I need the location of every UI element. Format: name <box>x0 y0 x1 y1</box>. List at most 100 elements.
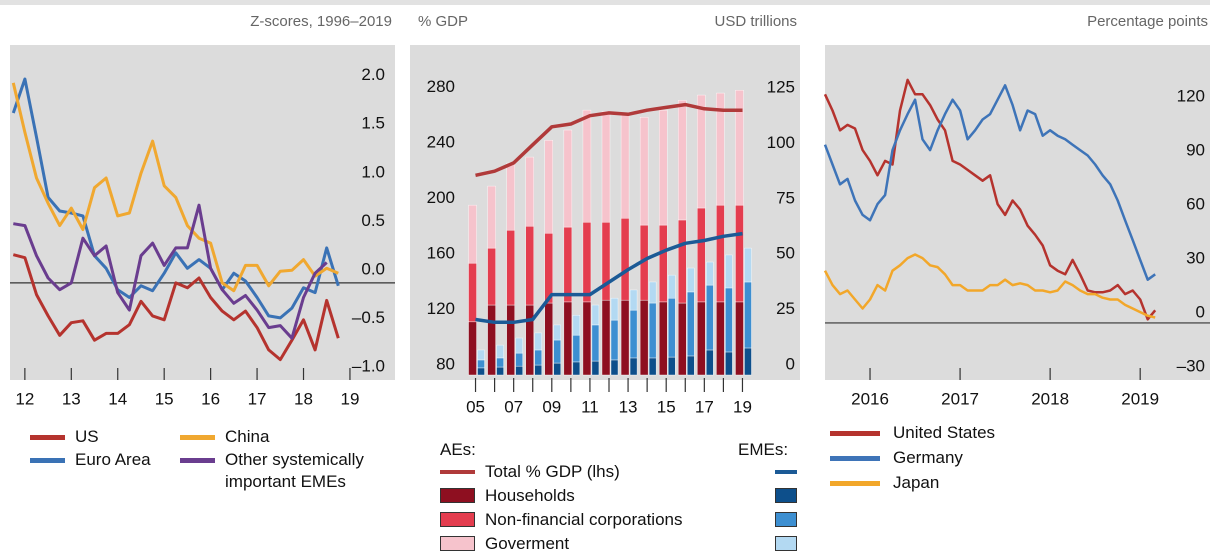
y-tick-label: 90 <box>1186 140 1205 159</box>
x-tick-label: 15 <box>155 389 174 408</box>
bar-segment <box>582 109 592 223</box>
bar-segment <box>544 302 553 376</box>
x-tick-label: 2016 <box>851 389 889 408</box>
series-line <box>12 253 340 362</box>
legend-swatch <box>775 488 797 503</box>
axis-label: % GDP <box>418 13 468 30</box>
bar-segment <box>687 355 695 376</box>
x-tick-label: 11 <box>581 397 599 416</box>
bar-segment <box>648 357 657 376</box>
bar-segment <box>697 94 706 209</box>
bar-segment <box>678 302 687 376</box>
x-tick-label: 19 <box>733 397 752 416</box>
bar-segment <box>610 319 619 361</box>
bar-segment <box>687 291 695 357</box>
bar-segment <box>648 281 657 304</box>
x-tick-label: 13 <box>62 389 81 408</box>
bar-segment <box>468 321 477 376</box>
x-tick-label: 15 <box>657 397 676 416</box>
series-line <box>823 84 1156 281</box>
series-line <box>475 102 743 178</box>
bar-segment <box>477 367 485 376</box>
bar-segment <box>515 337 523 354</box>
x-tick-label: 19 <box>340 389 359 408</box>
bar-segment <box>735 301 744 376</box>
legend-label: Total % GDP (lhs) <box>485 462 620 481</box>
x-tick-label: 07 <box>504 397 523 416</box>
bar-segment <box>744 247 752 283</box>
bar-segment <box>487 185 496 249</box>
legend-label: Germany <box>893 448 963 467</box>
y-tick-label: 80 <box>436 354 455 373</box>
bar-segment <box>735 204 744 303</box>
legend-swatch <box>30 457 65 463</box>
bar-segment <box>610 359 619 376</box>
legend-label: Japan <box>893 473 940 492</box>
y-tick-label: –0.5 <box>352 308 385 327</box>
legend-label: China <box>225 427 270 446</box>
bar-segment <box>744 281 752 349</box>
bar-segment <box>582 301 592 376</box>
x-tick-label: 16 <box>201 389 220 408</box>
y-tick-label: 75 <box>776 188 795 207</box>
legend-swatch <box>440 512 475 527</box>
bar-segment <box>659 109 668 226</box>
bar-segment <box>659 301 668 376</box>
y-tick-label: –1.0 <box>352 356 385 375</box>
bar-segment <box>515 352 523 367</box>
x-tick-label: 18 <box>294 389 313 408</box>
bar-segment <box>706 349 714 376</box>
legend-swatch <box>440 470 475 474</box>
x-tick-label: 17 <box>248 389 267 408</box>
legend-swatch <box>775 512 797 527</box>
legend-swatch <box>775 470 797 474</box>
bar-segment <box>716 301 725 376</box>
bar-segment <box>591 324 600 362</box>
bar-segment <box>659 224 668 303</box>
bar-segment <box>620 113 630 219</box>
bar-segment <box>735 89 744 206</box>
bar-segment <box>563 301 573 376</box>
bar-segment <box>716 204 725 303</box>
legend-label: Euro Area <box>75 450 151 469</box>
bar-segment <box>477 359 485 369</box>
y-tick-label: 120 <box>1177 86 1205 105</box>
plot-background <box>825 45 1210 380</box>
bar-segment <box>572 315 581 336</box>
bar-segment <box>648 302 657 359</box>
x-tick-label: 05 <box>466 397 485 416</box>
y-tick-label: 240 <box>427 133 455 152</box>
legend-label: Households <box>485 486 575 505</box>
y-tick-label: 0 <box>1196 302 1205 321</box>
bar-segment <box>601 299 611 376</box>
y-tick-label: 125 <box>767 78 795 97</box>
legend-swatch <box>830 480 880 486</box>
bar-segment <box>601 221 611 301</box>
legend-swatch <box>180 434 215 440</box>
legend-group: AEs: <box>440 440 476 459</box>
bar-segment <box>639 117 649 226</box>
bar-segment <box>525 304 534 376</box>
bar-segment <box>572 361 581 376</box>
bar-segment <box>610 297 619 321</box>
bar-segment <box>716 92 725 206</box>
y-tick-label: 120 <box>427 299 455 318</box>
bar-segment <box>620 299 630 376</box>
bar-segment <box>534 364 542 376</box>
bar-segment <box>629 309 638 359</box>
x-tick-label: 14 <box>108 389 127 408</box>
bar-segment <box>725 351 733 376</box>
bar-segment <box>525 156 534 227</box>
bar-segment <box>697 301 706 376</box>
legend-label: Other systemically important EMEs <box>225 450 364 491</box>
x-tick-label: 2018 <box>1031 389 1069 408</box>
legend-swatch <box>180 457 215 463</box>
bar-segment <box>544 140 553 234</box>
legend-swatch <box>440 488 475 503</box>
y-tick-label: 100 <box>767 133 795 152</box>
axis-label: USD trillions <box>714 13 797 30</box>
bar-segment <box>601 111 611 223</box>
bar-segment <box>744 347 752 376</box>
